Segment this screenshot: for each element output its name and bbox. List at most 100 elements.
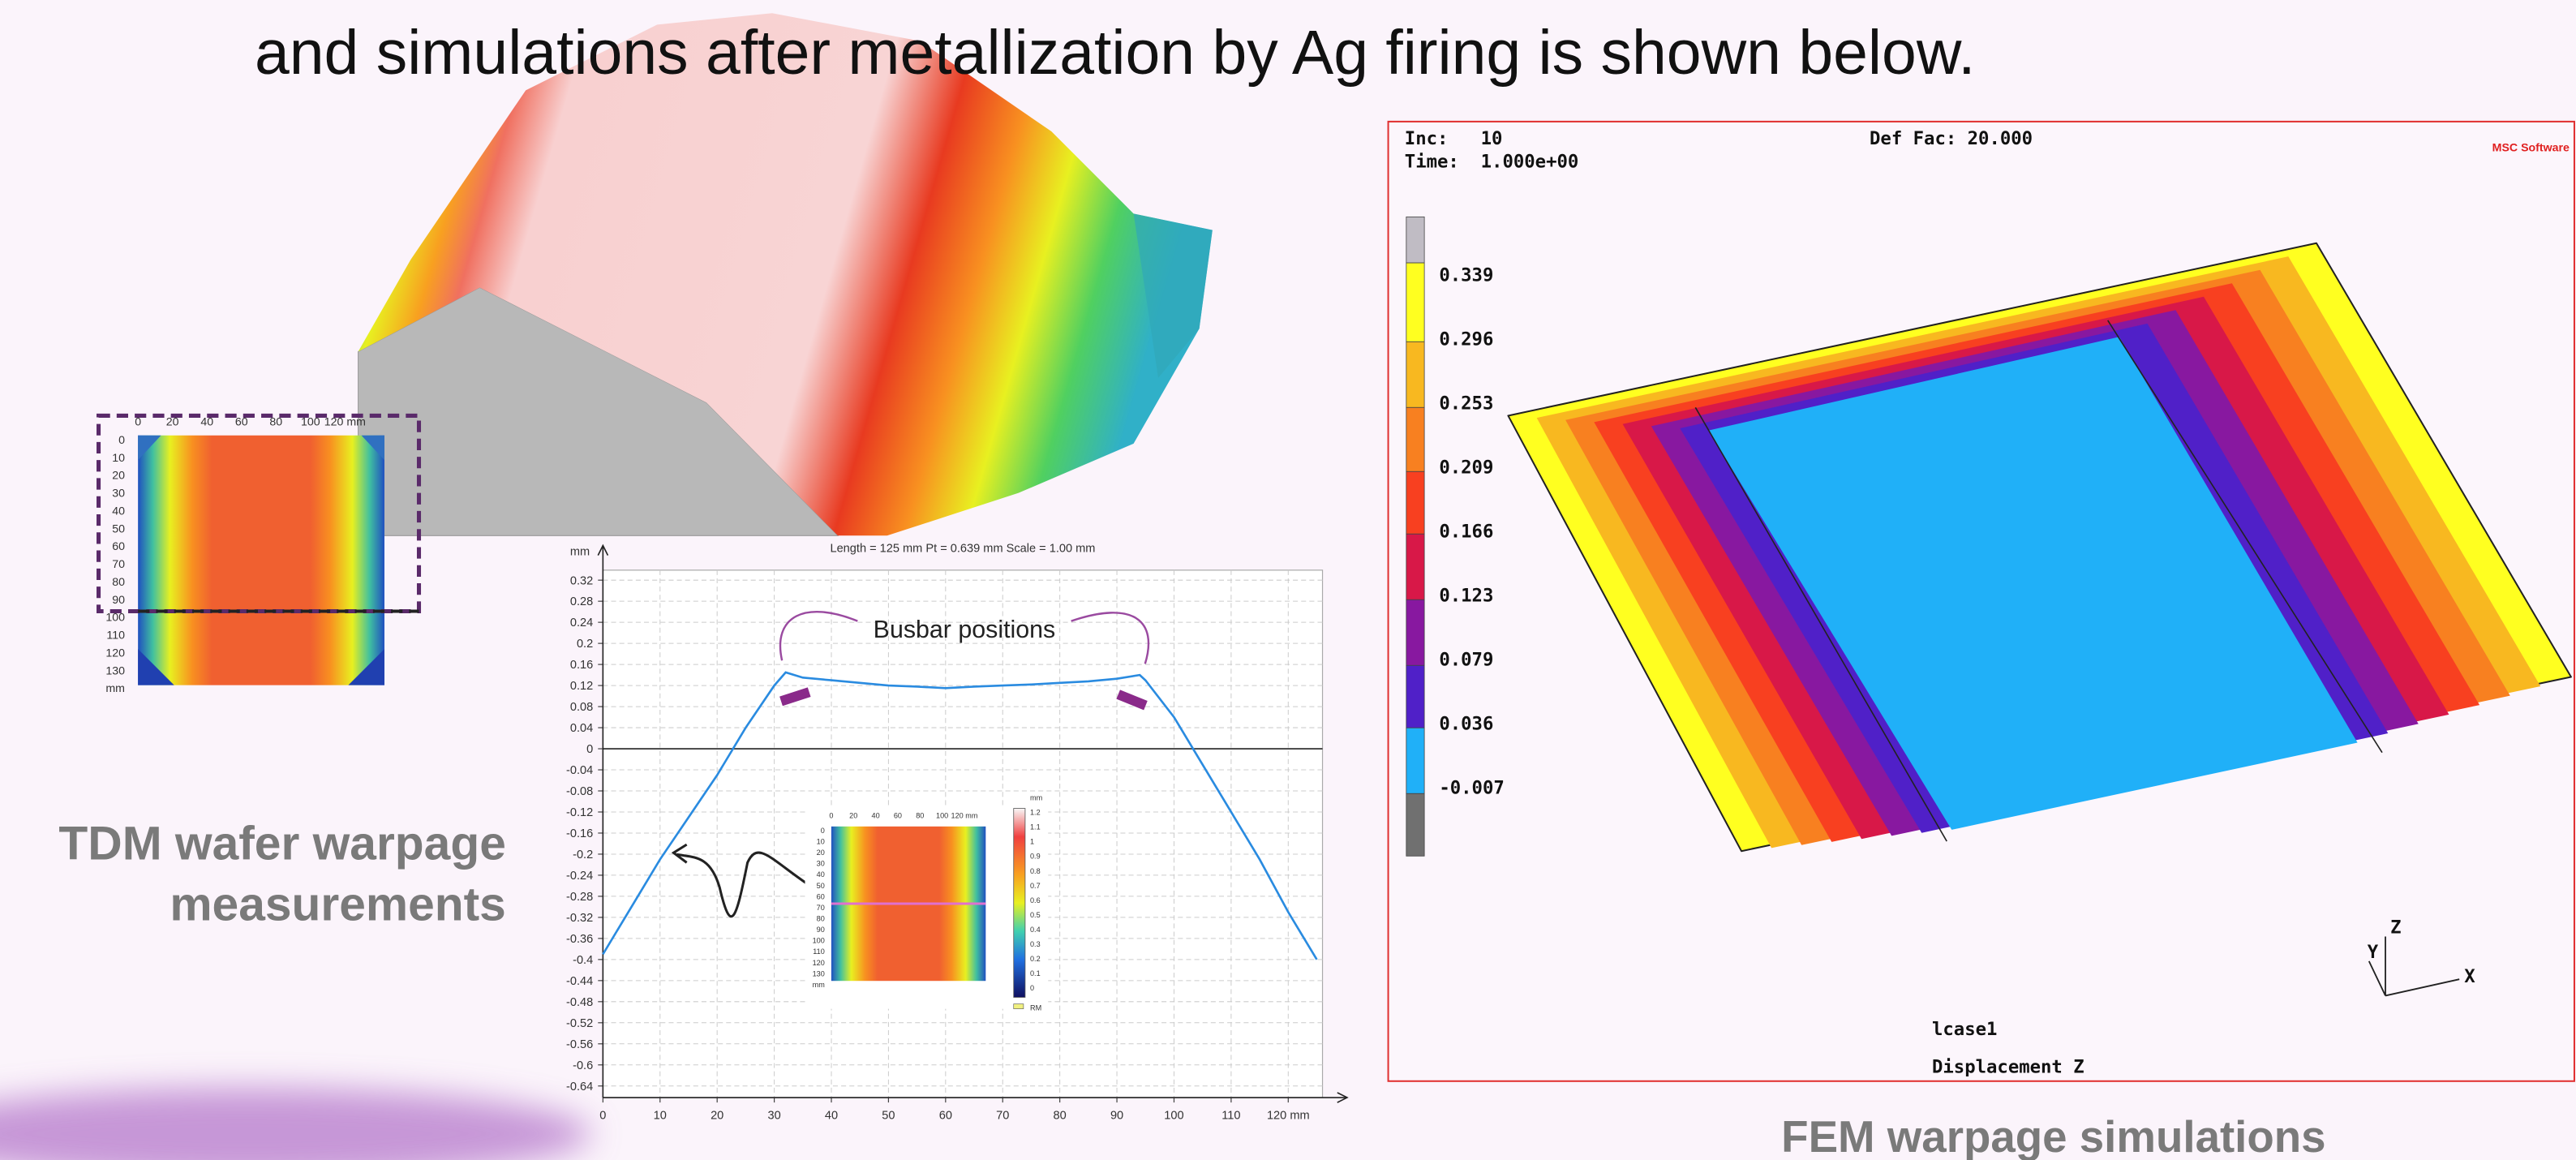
- y-tick-label: 0.08: [570, 701, 593, 714]
- slide-title: and simulations after metallization by A…: [255, 18, 1976, 88]
- inset-y-label: 100: [813, 937, 825, 945]
- legend-value: 0.209: [1439, 457, 1493, 478]
- inset-x-label: 20: [849, 812, 857, 820]
- inset-x-label: 80: [916, 812, 924, 820]
- legend-value: 0.079: [1439, 649, 1493, 670]
- triad-label: Z: [2390, 917, 2401, 938]
- inset-y-label: 60: [817, 892, 825, 900]
- colorbar-label: 0.5: [1030, 911, 1041, 919]
- y-tick-label: 0.28: [570, 595, 593, 608]
- inset-y-label: 120: [813, 959, 825, 967]
- y-tick-label: -0.64: [566, 1081, 593, 1093]
- inset-x-label: 100: [936, 812, 948, 820]
- profile-plot: 0.320.280.240.20.160.120.080.040-0.04-0.…: [566, 543, 1347, 1123]
- y-tick-label: -0.16: [566, 827, 593, 840]
- y-tick-label: -0.2: [573, 849, 593, 861]
- colorbar-label: 0.9: [1030, 853, 1041, 861]
- fem-footer: lcase1: [1932, 1019, 1997, 1040]
- map-y-label: 30: [112, 488, 125, 501]
- y-tick-label: 0.2: [577, 638, 593, 651]
- colorbar-label: 1: [1030, 838, 1034, 846]
- x-tick-label: 70: [996, 1109, 1009, 1122]
- inset-y-label: 130: [813, 969, 825, 977]
- map-y-label: 50: [112, 522, 125, 535]
- legend-swatch: [1406, 407, 1424, 471]
- right-caption: FEM warpage simulations: [1781, 1111, 2325, 1160]
- inset-colorbar: [1014, 809, 1025, 998]
- map-y-label: mm: [105, 682, 125, 695]
- x-tick-label: 10: [654, 1109, 667, 1122]
- x-tick-label: 100: [1164, 1109, 1183, 1122]
- y-tick-label: 0.32: [570, 574, 593, 587]
- legend-value: 0.166: [1439, 521, 1493, 542]
- inset-y-label: mm: [813, 981, 825, 989]
- page: { "title": "and simulations after metall…: [0, 0, 2576, 1160]
- inset-y-label: 30: [817, 860, 825, 868]
- y-tick-label: 0: [586, 743, 593, 756]
- y-tick-label: -0.4: [573, 954, 593, 967]
- colorbar-label: 0.2: [1030, 955, 1041, 963]
- inset-y-label: 40: [817, 870, 825, 879]
- legend-value: -0.007: [1439, 777, 1504, 798]
- inset-y-label: 110: [813, 947, 825, 956]
- legend-swatch: [1406, 599, 1424, 665]
- plot-header: Length = 125 mm Pt = 0.639 mm Scale = 1.…: [830, 543, 1095, 556]
- colorbar-label: 1.1: [1030, 823, 1041, 831]
- map-y-label: 90: [112, 594, 125, 607]
- map-x-label: 80: [269, 416, 282, 429]
- map-x-label: 60: [235, 416, 248, 429]
- y-tick-label: -0.56: [566, 1038, 593, 1051]
- annotation: Busbar positions: [874, 616, 1056, 643]
- map-y-label: 10: [112, 452, 125, 465]
- x-tick-label: 0: [599, 1109, 606, 1122]
- surface-render: [358, 13, 1213, 535]
- fem-footer: Displacement Z: [1932, 1057, 2084, 1078]
- fem-panel: Inc: 10Time: 1.000e+00Def Fac: 20.000MSC…: [1389, 122, 2574, 1081]
- left-caption: measurements: [170, 878, 506, 930]
- colorbar-label: 0.3: [1030, 940, 1041, 948]
- map-x-label: 20: [166, 416, 179, 429]
- map-y-label: 120: [105, 647, 125, 659]
- legend-swatch: [1406, 471, 1424, 534]
- map-y-label: 100: [105, 612, 125, 625]
- y-tick-label: -0.24: [566, 870, 593, 883]
- colorbar-note: RM: [1030, 1004, 1041, 1012]
- y-tick-label: -0.04: [566, 764, 593, 777]
- inset-y-label: 50: [817, 882, 825, 890]
- colorbar-label: 0.4: [1030, 926, 1041, 934]
- x-tick-label: 110: [1221, 1109, 1240, 1122]
- colorbar-label: 0: [1030, 984, 1034, 992]
- colorbar-label: 0.6: [1030, 896, 1041, 904]
- map-x-label: 100: [301, 416, 320, 429]
- map-y-label: 40: [112, 505, 125, 518]
- triad-label: Y: [2368, 942, 2379, 963]
- y-tick-label: 0.24: [570, 617, 593, 629]
- legend-swatch: [1406, 534, 1424, 599]
- x-tick-label: 60: [939, 1109, 952, 1122]
- inset-y-label: 70: [817, 904, 825, 912]
- map-y-label: 70: [112, 558, 125, 571]
- inset-x-label: 0: [829, 812, 833, 820]
- colorbar-label: 0.8: [1030, 867, 1041, 875]
- colorbar-label: 0.7: [1030, 882, 1041, 890]
- slide: and simulations after metallization by A…: [0, 0, 2576, 1160]
- y-unit: mm: [570, 546, 590, 559]
- inset-y-label: 10: [817, 837, 825, 845]
- x-tick-label: 80: [1054, 1109, 1067, 1122]
- inset-y-label: 20: [817, 849, 825, 857]
- y-tick-label: -0.32: [566, 912, 593, 925]
- fem-header: Inc: 10: [1405, 128, 1503, 149]
- legend-swatch: [1406, 728, 1424, 793]
- y-tick-label: -0.12: [566, 806, 593, 819]
- colorbar-note-box: [1014, 1004, 1024, 1009]
- fem-logo: MSC Software: [2492, 141, 2570, 154]
- legend-swatch: [1406, 665, 1424, 728]
- x-tick-label: 50: [882, 1109, 895, 1122]
- inset-x-label: 120 mm: [951, 812, 978, 820]
- y-tick-label: -0.44: [566, 975, 593, 988]
- legend-swatch: [1406, 217, 1424, 263]
- legend-value: 0.253: [1439, 393, 1493, 414]
- colorbar-label: 1.2: [1030, 809, 1041, 817]
- y-tick-label: -0.36: [566, 933, 593, 946]
